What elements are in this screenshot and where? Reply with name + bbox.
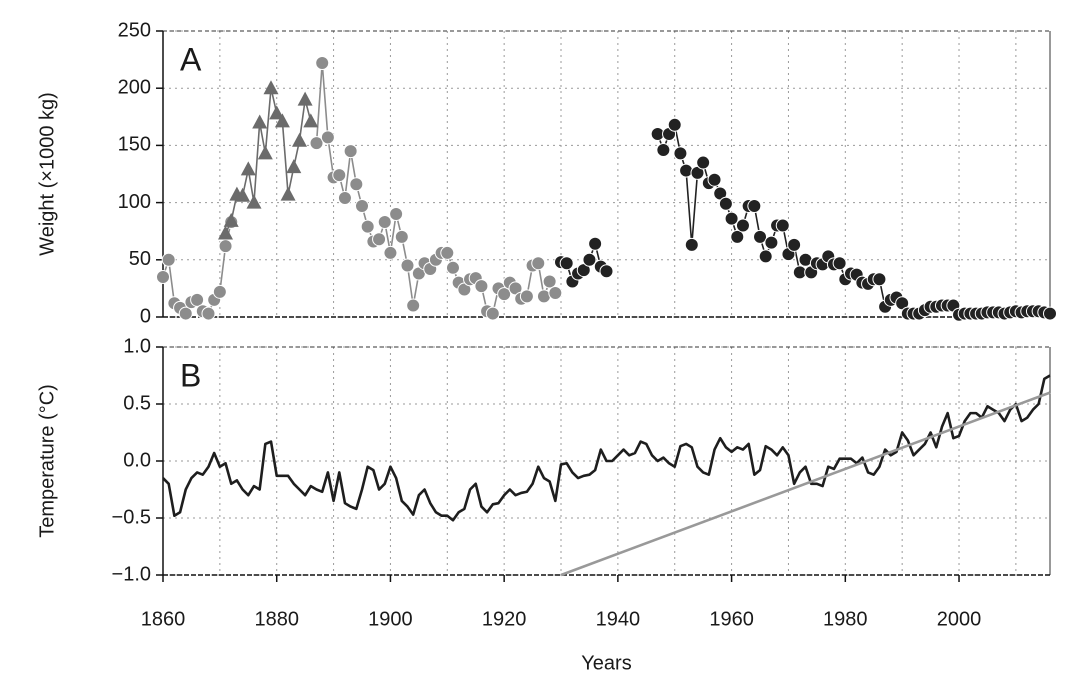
marker-circle	[724, 211, 739, 226]
marker-circle	[519, 289, 534, 304]
marker-circle	[1043, 306, 1057, 321]
marker-circle	[758, 249, 773, 264]
marker-circle	[201, 306, 216, 321]
marker-triangle	[240, 161, 256, 176]
marker-circle	[718, 196, 733, 211]
marker-triangle	[292, 132, 307, 147]
y-tick-label: 100	[118, 191, 151, 213]
marker-circle	[383, 245, 398, 260]
marker-circle	[548, 285, 563, 300]
x-tick-label: 1920	[482, 608, 527, 630]
marker-circle	[337, 191, 352, 206]
marker-circle	[309, 136, 324, 151]
y-tick-label: 200	[118, 76, 151, 98]
marker-circle	[440, 245, 455, 260]
x-tick-label: 2000	[937, 608, 982, 630]
marker-triangle	[218, 225, 233, 240]
marker-circle	[445, 260, 460, 275]
marker-circle	[656, 142, 671, 157]
marker-circle	[372, 232, 387, 247]
marker-circle	[582, 252, 597, 267]
marker-circle	[730, 229, 745, 244]
y-tick-label: 0	[140, 305, 151, 327]
marker-circle	[377, 215, 392, 230]
marker-circle	[747, 199, 762, 214]
marker-circle	[212, 284, 227, 299]
marker-circle	[406, 298, 421, 313]
marker-circle	[332, 168, 347, 183]
y-tick-label: −1.0	[112, 563, 151, 585]
marker-circle	[320, 130, 335, 145]
marker-circle	[764, 235, 779, 250]
marker-triangle	[223, 212, 239, 227]
x-axis-title: Years	[581, 652, 631, 674]
y-tick-label: 0.5	[123, 392, 151, 414]
marker-circle	[161, 252, 176, 267]
marker-circle	[474, 279, 489, 294]
marker-circle	[343, 144, 358, 159]
marker-circle	[588, 236, 603, 251]
marker-circle	[707, 172, 722, 187]
panel-letter: B	[180, 357, 201, 393]
marker-circle	[400, 258, 415, 273]
marker-circle	[735, 218, 750, 233]
marker-triangle	[263, 80, 279, 95]
marker-triangle	[257, 145, 273, 160]
y-axis-title: Temperature (°C)	[36, 384, 58, 538]
marker-circle	[394, 229, 409, 244]
marker-circle	[559, 256, 574, 271]
marker-triangle	[246, 194, 262, 209]
x-tick-label: 1980	[823, 608, 868, 630]
marker-circle	[315, 56, 330, 71]
y-tick-label: 0.0	[123, 449, 151, 471]
marker-triangle	[297, 91, 313, 106]
panel-letter: A	[180, 41, 202, 77]
series-line	[163, 374, 1051, 522]
marker-triangle	[274, 113, 290, 128]
x-tick-label: 1860	[141, 608, 186, 630]
marker-circle	[673, 146, 688, 161]
marker-circle	[775, 218, 790, 233]
marker-circle	[684, 237, 699, 252]
y-tick-label: −0.5	[112, 506, 151, 528]
y-tick-label: 1.0	[123, 335, 151, 357]
marker-circle	[218, 239, 233, 254]
x-tick-label: 1880	[254, 608, 299, 630]
marker-triangle	[235, 187, 251, 202]
marker-circle	[360, 219, 375, 234]
marker-circle	[349, 177, 364, 192]
marker-circle	[389, 207, 404, 222]
marker-triangle	[286, 159, 302, 174]
y-axis-title: Weight (×1000 kg)	[36, 92, 58, 256]
marker-circle	[832, 256, 847, 271]
marker-circle	[787, 237, 802, 252]
marker-circle	[190, 292, 205, 307]
x-tick-label: 1960	[709, 608, 754, 630]
marker-triangle	[280, 186, 296, 201]
marker-circle	[679, 163, 694, 178]
marker-circle	[485, 306, 500, 321]
marker-circle	[696, 155, 711, 170]
x-tick-label: 1900	[368, 608, 413, 630]
marker-circle	[156, 269, 170, 284]
marker-circle	[178, 306, 193, 321]
marker-circle	[872, 272, 887, 287]
marker-circle	[599, 264, 614, 279]
marker-circle	[531, 256, 546, 271]
y-tick-label: 150	[118, 134, 151, 156]
marker-triangle	[303, 113, 319, 128]
marker-circle	[753, 229, 768, 244]
y-tick-label: 50	[129, 248, 151, 270]
marker-circle	[355, 199, 370, 214]
series-line	[560, 391, 1051, 577]
marker-circle	[542, 274, 557, 289]
y-tick-label: 250	[118, 19, 151, 41]
x-tick-label: 1940	[596, 608, 641, 630]
marker-triangle	[269, 105, 285, 120]
marker-circle	[667, 117, 682, 132]
marker-circle	[497, 287, 512, 302]
marker-triangle	[252, 114, 268, 129]
